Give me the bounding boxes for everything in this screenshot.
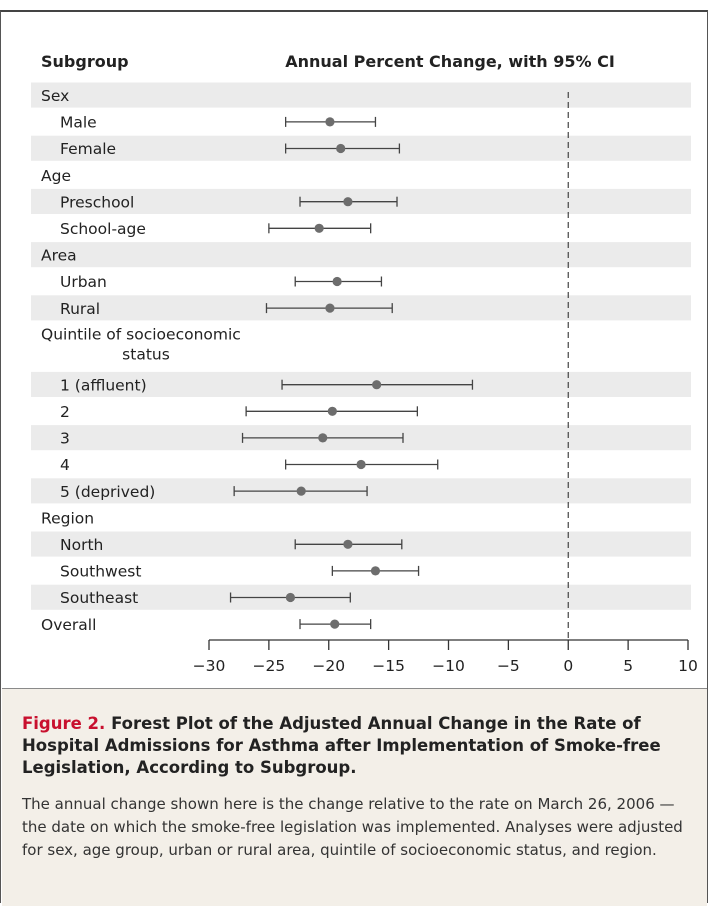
- x-tick-label: 0: [563, 657, 573, 675]
- estimate-point: [336, 143, 346, 154]
- row-label: Area: [41, 247, 77, 265]
- row-band: [31, 242, 691, 268]
- caption-body: The annual change shown here is the chan…: [22, 795, 683, 859]
- x-tick-label: −15: [372, 657, 405, 675]
- row-label: Quintile of socioeconomic: [41, 325, 241, 343]
- x-tick-label: −30: [193, 657, 226, 675]
- subgroup-header: Subgroup: [41, 52, 129, 71]
- row-label: 3: [60, 430, 70, 448]
- caption-box: Figure 2. Forest Plot of the Adjusted An…: [2, 688, 707, 906]
- row-label: status: [122, 345, 170, 363]
- row-label: Overall: [41, 616, 96, 634]
- row-label: Southeast: [60, 589, 138, 607]
- forest-plot: −30 −25 −20 −15 −10 −5 0 5 10 Sex Male Female Age Pr…: [31, 52, 698, 675]
- row-band: [31, 584, 691, 610]
- estimate-point: [325, 117, 335, 127]
- x-tick-label: −25: [253, 657, 286, 675]
- caption-title: Figure 2. Forest Plot of the Adjusted An…: [22, 713, 690, 779]
- caption-title-text: Forest Plot of the Adjusted Annual Chang…: [22, 714, 661, 777]
- figure-label: Figure 2.: [22, 714, 106, 733]
- x-tick-label: 10: [678, 657, 698, 675]
- row-label: Urban: [60, 273, 107, 291]
- estimate-point: [372, 380, 382, 390]
- row-label: 5 (deprived): [60, 483, 155, 501]
- row-label: 1 (affluent): [60, 376, 147, 394]
- row-label: Age: [41, 167, 71, 185]
- row-label: Southwest: [60, 563, 141, 581]
- row-label: Male: [60, 114, 97, 132]
- x-axis: −30 −25 −20 −15 −10 −5 0 5 10: [193, 639, 698, 675]
- figure-frame: −30 −25 −20 −15 −10 −5 0 5 10 Sex Male Female Age Pr…: [0, 10, 708, 906]
- row-band: [31, 82, 691, 108]
- estimate-point: [370, 566, 381, 576]
- estimate-point: [356, 459, 366, 470]
- estimate-point: [285, 592, 296, 603]
- row-labels: Sex Male Female Age Preschool School-age Area U…: [41, 87, 241, 634]
- estimate-point: [314, 223, 324, 233]
- estimate-point: [343, 197, 353, 207]
- row-label: Rural: [60, 300, 100, 318]
- row-label: Female: [60, 140, 116, 158]
- estimate-point: [318, 433, 328, 443]
- x-tick-label: −5: [497, 657, 520, 675]
- x-tick-label: 5: [623, 657, 633, 675]
- row-label: Preschool: [60, 193, 134, 211]
- row-label: 2: [60, 403, 70, 421]
- x-tick-label: −20: [312, 657, 345, 675]
- row-label: Region: [41, 509, 94, 527]
- row-label: North: [60, 536, 103, 554]
- ci-marks: [229, 116, 474, 630]
- effect-header: Annual Percent Change, with 95% CI: [285, 52, 615, 71]
- row-label: 4: [60, 456, 70, 474]
- estimate-point: [327, 406, 337, 416]
- row-label: School-age: [60, 220, 146, 238]
- estimate-point: [330, 619, 340, 629]
- row-label: Sex: [41, 87, 69, 105]
- estimate-point: [332, 276, 342, 287]
- x-tick-label: −10: [432, 657, 465, 675]
- estimate-point: [296, 486, 306, 496]
- estimate-point: [325, 303, 335, 313]
- estimate-point: [343, 539, 353, 549]
